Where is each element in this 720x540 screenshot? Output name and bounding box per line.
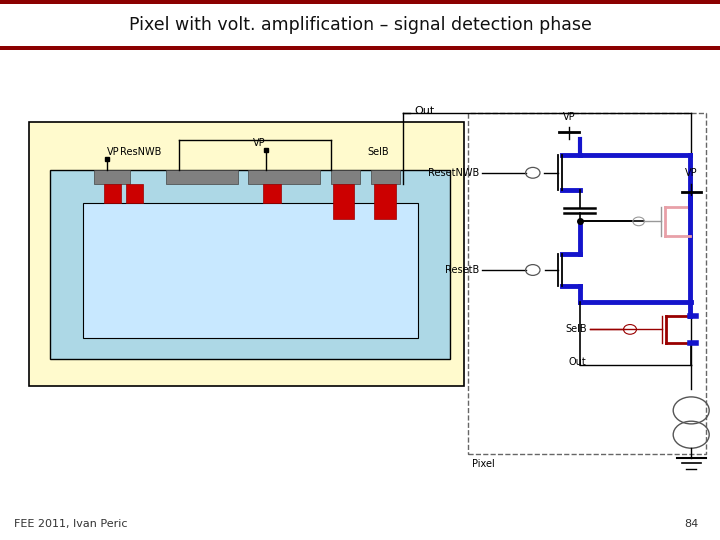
Bar [29, 122, 464, 386]
Text: SelB: SelB [367, 146, 389, 157]
Bar [263, 184, 281, 202]
Text: Out: Out [414, 106, 434, 116]
Bar [83, 202, 418, 338]
Text: Pixel with volt. amplification – signal detection phase: Pixel with volt. amplification – signal … [129, 16, 591, 34]
Text: SelB: SelB [565, 325, 587, 334]
Text: VP: VP [685, 168, 698, 178]
Bar [0, 46, 720, 50]
Bar [104, 184, 121, 202]
Text: Out: Out [569, 357, 587, 367]
Text: VP: VP [562, 111, 575, 122]
Bar [331, 170, 360, 184]
Text: Pixel: Pixel [472, 459, 495, 469]
Bar [248, 170, 320, 184]
Bar [374, 184, 396, 219]
Text: ResNWB: ResNWB [120, 146, 161, 157]
Text: FEE 2011, Ivan Peric: FEE 2011, Ivan Peric [14, 519, 128, 529]
Bar [0, 0, 720, 4]
Bar [0, 0, 720, 50]
Text: ResetNWB: ResetNWB [428, 168, 479, 178]
Bar [166, 170, 238, 184]
Bar [333, 184, 354, 219]
Bar [94, 170, 130, 184]
Bar [371, 170, 400, 184]
Bar [126, 184, 143, 202]
Text: 84: 84 [684, 519, 698, 529]
Bar [50, 170, 450, 359]
Text: ResetB: ResetB [444, 265, 479, 275]
Bar [468, 113, 706, 454]
Text: VP: VP [107, 146, 120, 157]
Text: VP: VP [253, 138, 266, 149]
